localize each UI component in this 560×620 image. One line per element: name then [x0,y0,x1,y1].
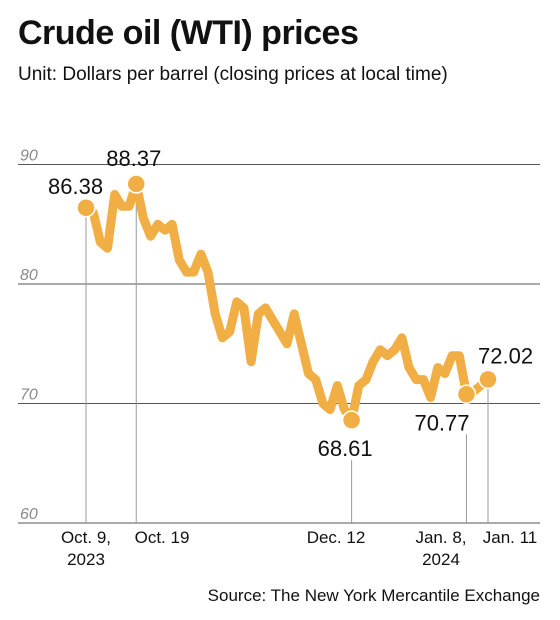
highlight-markers [76,174,498,430]
chart-title: Crude oil (WTI) prices [18,14,359,52]
source-note: Source: The New York Mercantile Exchange [207,586,540,605]
date-labels: Oct. 9, 2023 Oct. 19 Dec. 12 Jan. 8, 2024 Jan.… [61,528,537,569]
y-tick-label-70: 70 [20,387,38,404]
date-label-3-0: Jan. 8, [415,528,466,547]
highlight-marker-3 [456,384,477,405]
date-label-2-0: Dec. 12 [307,528,366,547]
price-line [81,179,493,425]
y-tick-label-60: 60 [20,506,38,523]
highlight-marker-1 [126,174,146,194]
value-label-4: 72.02 [478,343,533,368]
date-label-4-0: Jan. 11 [483,528,538,547]
price-series [81,179,493,425]
chart-subtitle: Unit: Dollars per barrel (closing prices… [18,64,448,85]
highlight-marker-4 [478,369,498,390]
highlight-marker-2 [341,410,362,430]
date-label-0-0: Oct. 9, [61,528,111,547]
date-label-0-1: 2023 [67,550,105,569]
value-label-3: 70.77 [414,410,469,435]
value-label-0: 86.38 [48,174,103,199]
date-label-1-0: Oct. 19 [135,528,190,547]
y-tick-label-80: 80 [20,267,38,284]
gridlines: 60 70 80 90 [18,148,540,524]
date-droplines [85,183,489,523]
highlight-marker-0 [76,198,96,218]
value-label-1: 88.37 [106,146,161,171]
date-label-3-1: 2024 [422,550,460,569]
y-tick-label-90: 90 [20,148,38,165]
value-label-2: 68.61 [318,436,373,461]
